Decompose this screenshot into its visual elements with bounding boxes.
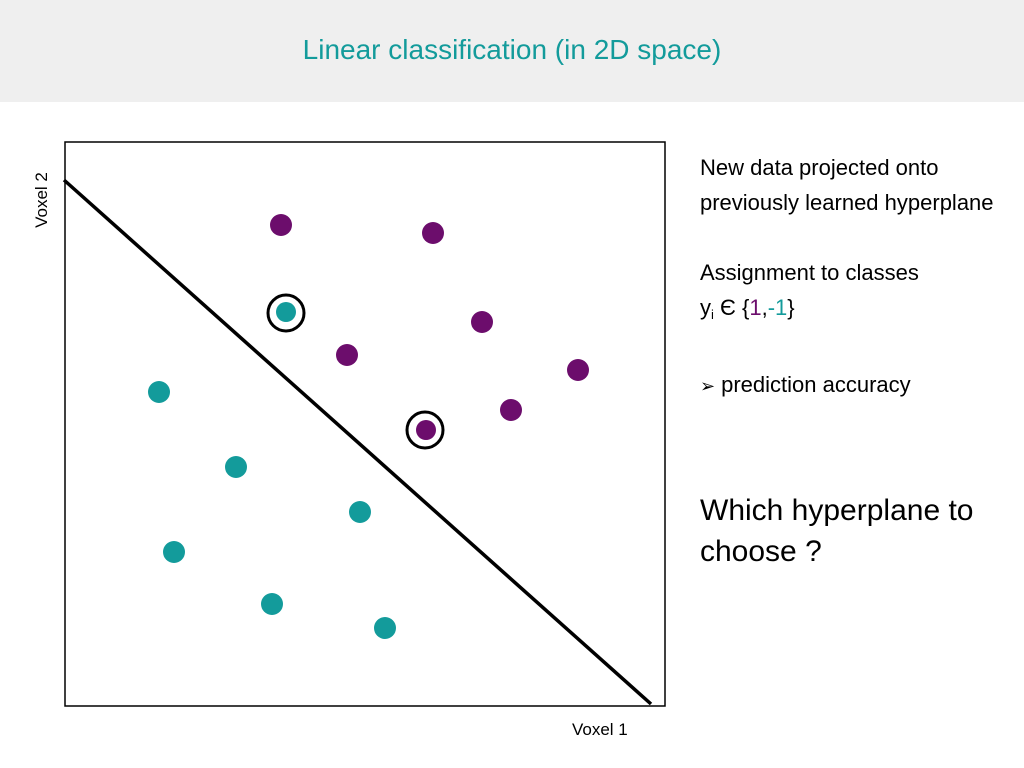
bullet-text: prediction accuracy — [721, 372, 911, 397]
bullet-item: ➢ prediction accuracy — [700, 367, 1000, 404]
title-bar: Linear classification (in 2D space) — [0, 0, 1024, 102]
slide-title: Linear classification (in 2D space) — [302, 34, 722, 65]
class1-point — [500, 399, 522, 421]
highlight-ring — [405, 410, 445, 450]
hyperplane-line — [62, 178, 653, 706]
class2-point — [374, 617, 396, 639]
formula-subscript: i — [711, 307, 714, 322]
highlight-ring — [266, 293, 306, 333]
class-set-formula: yi Є {1,-1} — [700, 290, 1000, 332]
class-label-negative: -1 — [767, 295, 788, 320]
class1-point — [270, 214, 292, 236]
projection-note: New data projected onto previously learn… — [700, 155, 994, 215]
new-point-class1 — [416, 420, 436, 440]
comma: , — [761, 295, 768, 320]
class1-point — [422, 222, 444, 244]
class1-point — [336, 344, 358, 366]
x-axis-label: Voxel 1 — [572, 720, 628, 739]
new-point-class2 — [276, 302, 296, 322]
assignment-heading: Assignment to classes — [700, 260, 919, 285]
arrow-bullet-icon: ➢ — [700, 376, 716, 396]
class1-point — [471, 311, 493, 333]
explanation-text: New data projected onto previously learn… — [700, 150, 1000, 404]
class2-point — [349, 501, 371, 523]
brace-close: } — [787, 295, 795, 320]
class2-point — [148, 381, 170, 403]
plot-frame — [64, 141, 666, 707]
class2-point — [163, 541, 185, 563]
formula-y: y — [700, 295, 711, 320]
element-of-symbol: Є — [720, 295, 736, 320]
class1-point — [567, 359, 589, 381]
brace-open: { — [741, 295, 750, 320]
class2-point — [225, 456, 247, 478]
question-text: Which hyperplane to choose ? — [700, 494, 974, 568]
class-label-positive: 1 — [749, 295, 762, 320]
class2-point — [261, 593, 283, 615]
y-axis-label: Voxel 2 — [32, 172, 51, 228]
